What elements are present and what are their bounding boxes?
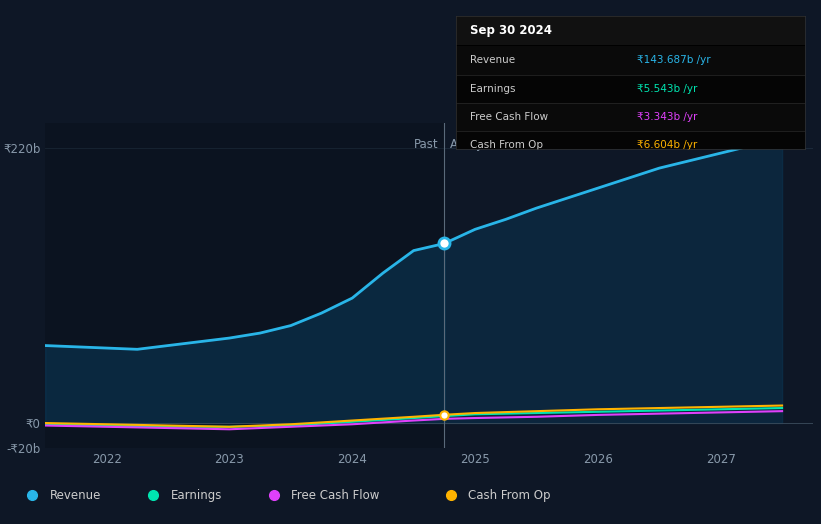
Bar <box>45 123 444 448</box>
Text: Revenue: Revenue <box>50 489 102 501</box>
Bar <box>456 103 805 130</box>
Bar <box>456 130 805 159</box>
Text: Cash From Op: Cash From Op <box>469 489 551 501</box>
Text: ₹5.543b /yr: ₹5.543b /yr <box>637 83 698 94</box>
Text: ₹3.343b /yr: ₹3.343b /yr <box>637 112 698 122</box>
Text: ₹6.604b /yr: ₹6.604b /yr <box>637 140 697 150</box>
Text: Free Cash Flow: Free Cash Flow <box>291 489 380 501</box>
Bar <box>456 74 805 103</box>
Text: Sep 30 2024: Sep 30 2024 <box>470 24 552 37</box>
Text: Free Cash Flow: Free Cash Flow <box>470 112 548 122</box>
Bar <box>456 16 805 45</box>
Text: ₹143.687b /yr: ₹143.687b /yr <box>637 56 711 66</box>
Text: Analysts Forecasts: Analysts Forecasts <box>451 138 561 151</box>
Text: Earnings: Earnings <box>171 489 222 501</box>
Text: Past: Past <box>414 138 438 151</box>
Text: Cash From Op: Cash From Op <box>470 140 543 150</box>
Bar <box>456 47 805 74</box>
Text: Earnings: Earnings <box>470 83 515 94</box>
Text: Revenue: Revenue <box>470 56 515 66</box>
